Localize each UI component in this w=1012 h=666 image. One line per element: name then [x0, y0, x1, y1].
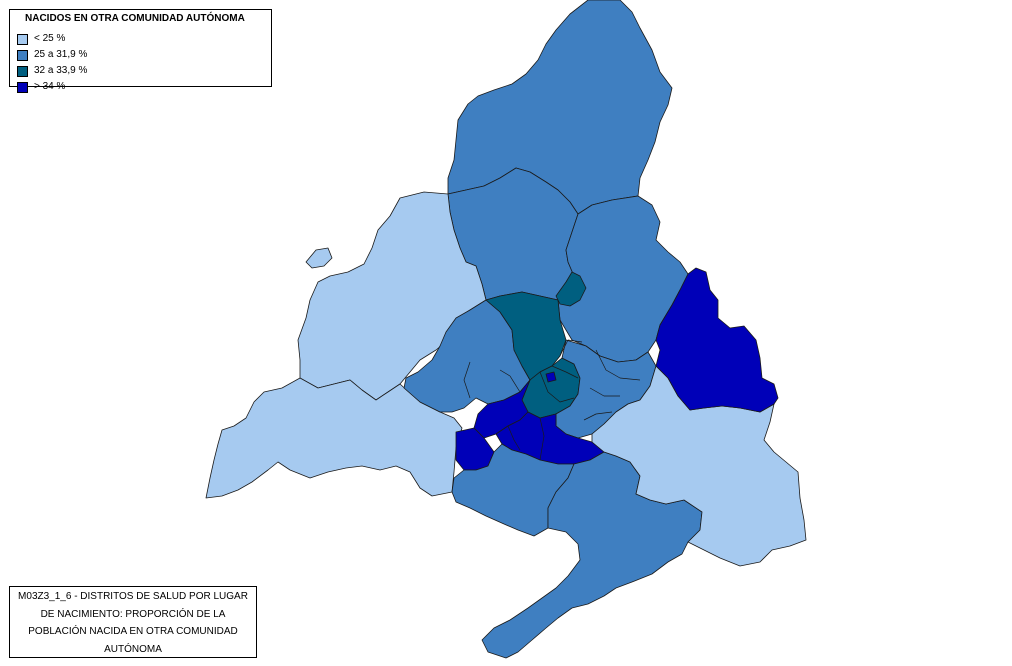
region-north-sierra	[447, 0, 673, 215]
map-caption: M03Z3_1_6 - DISTRITOS DE SALUD POR LUGAR…	[9, 586, 257, 658]
region-madrid-north-districts	[485, 291, 567, 381]
legend-swatch	[17, 82, 28, 93]
legend-swatch	[17, 50, 28, 61]
legend-swatch	[17, 34, 28, 45]
region-northwest-enclave	[305, 247, 333, 269]
map-legend: NACIDOS EN OTRA COMUNIDAD AUTÓNOMA < 25 …	[9, 9, 272, 93]
legend-label: < 25 %	[34, 33, 66, 44]
legend-title: NACIDOS EN OTRA COMUNIDAD AUTÓNOMA	[25, 13, 245, 24]
legend-swatch	[17, 66, 28, 77]
region-west-sierra	[205, 377, 463, 499]
region-center-dot	[545, 371, 557, 383]
legend-label: 32 a 33,9 %	[34, 65, 88, 76]
region-east-henares	[655, 267, 779, 413]
legend-label: > 34 %	[34, 81, 66, 92]
legend-label: 25 a 31,9 %	[34, 49, 88, 60]
region-madrid-enclave-teal	[555, 271, 587, 307]
